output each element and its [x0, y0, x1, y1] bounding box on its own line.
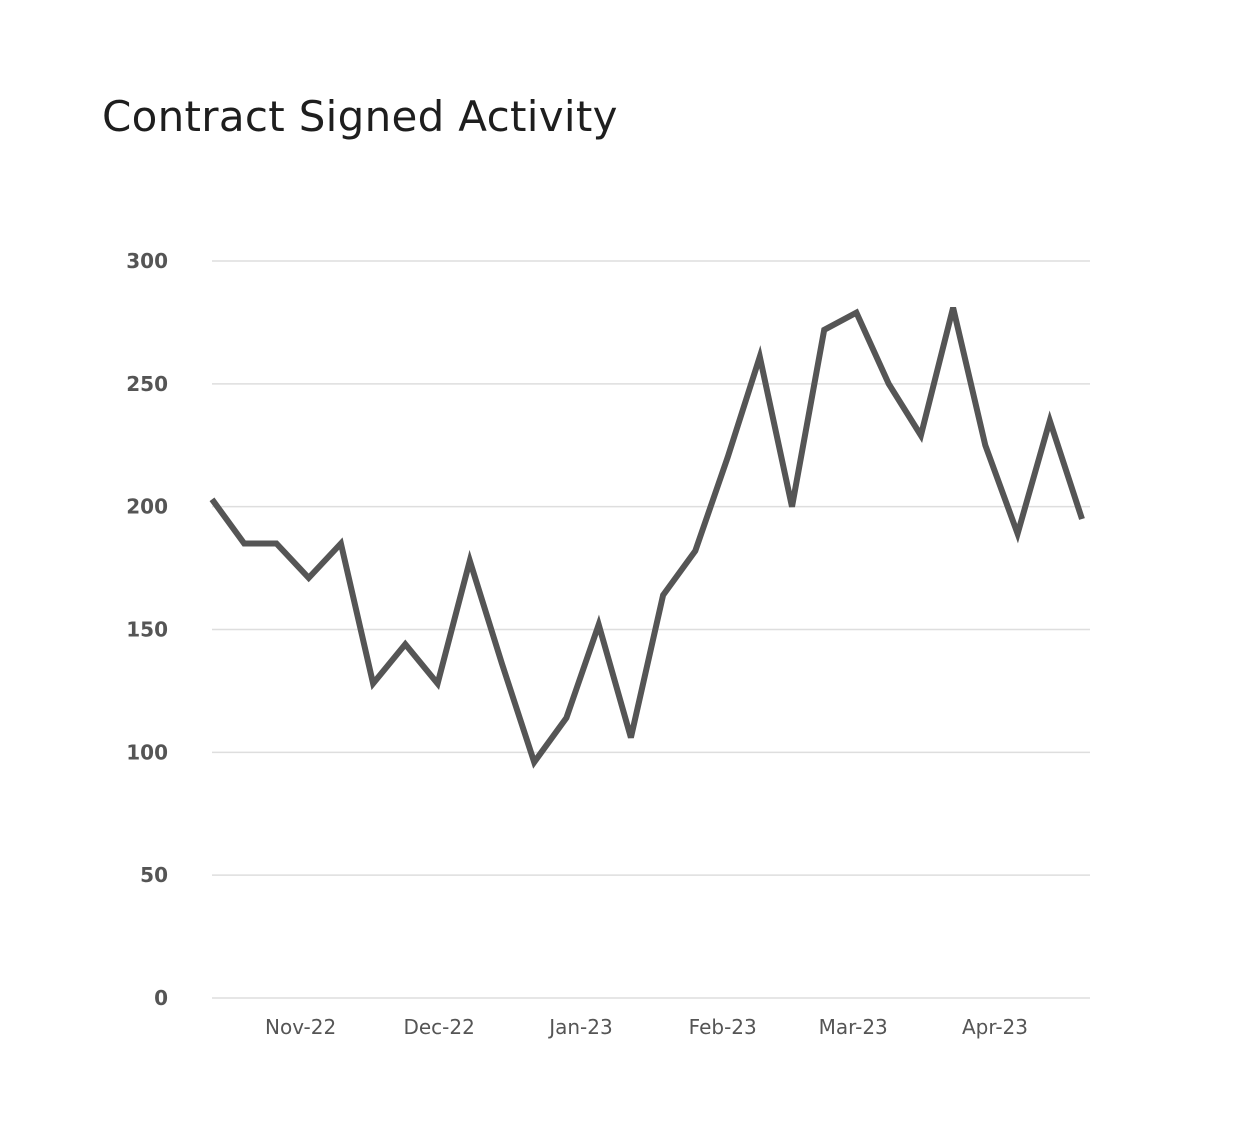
- data-point: [596, 622, 602, 628]
- data-point: [209, 496, 215, 502]
- data-point: [338, 541, 344, 547]
- y-tick-label: 100: [126, 740, 168, 764]
- data-point: [1047, 418, 1053, 424]
- data-point: [563, 715, 569, 721]
- data-point: [402, 641, 408, 647]
- x-tick-label: Nov-22: [265, 1015, 336, 1039]
- data-point: [757, 354, 763, 360]
- x-tick-label: Dec-22: [403, 1015, 474, 1039]
- grid-layer: [212, 260, 1090, 999]
- x-tick-label: Jan-23: [547, 1015, 613, 1039]
- series-layer: [209, 305, 1085, 769]
- y-tick-label: 200: [126, 495, 168, 519]
- y-axis-ticks: 0 50 100 150 200 250 300: [126, 249, 168, 1010]
- data-point: [821, 327, 827, 333]
- y-tick-label: 300: [126, 249, 168, 273]
- chart-title: Contract Signed Activity: [102, 92, 618, 141]
- data-point: [306, 575, 312, 581]
- data-point: [467, 558, 473, 564]
- y-tick-label: 0: [154, 986, 168, 1010]
- data-point: [370, 681, 376, 687]
- data-point: [1079, 516, 1085, 522]
- y-tick-label: 250: [126, 372, 168, 396]
- y-tick-label: 150: [126, 618, 168, 642]
- x-axis-ticks: Nov-22 Dec-22 Jan-23 Feb-23 Mar-23 Apr-23: [265, 1015, 1028, 1039]
- x-tick-label: Mar-23: [819, 1015, 888, 1039]
- data-point: [982, 442, 988, 448]
- data-point: [789, 504, 795, 510]
- data-point: [1015, 531, 1021, 537]
- y-tick-label: 50: [140, 863, 168, 887]
- data-point: [531, 759, 537, 765]
- x-tick-label: Feb-23: [689, 1015, 757, 1039]
- data-point: [725, 455, 731, 461]
- data-point: [950, 305, 956, 311]
- data-point: [660, 592, 666, 598]
- data-point: [273, 541, 279, 547]
- data-point: [918, 432, 924, 438]
- data-point: [435, 681, 441, 687]
- data-point: [628, 735, 634, 741]
- data-point: [886, 381, 892, 387]
- data-point: [692, 548, 698, 554]
- data-point: [499, 661, 505, 667]
- data-point: [241, 541, 247, 547]
- x-tick-label: Apr-23: [962, 1015, 1028, 1039]
- data-point: [853, 310, 859, 316]
- series-line: [209, 306, 1085, 769]
